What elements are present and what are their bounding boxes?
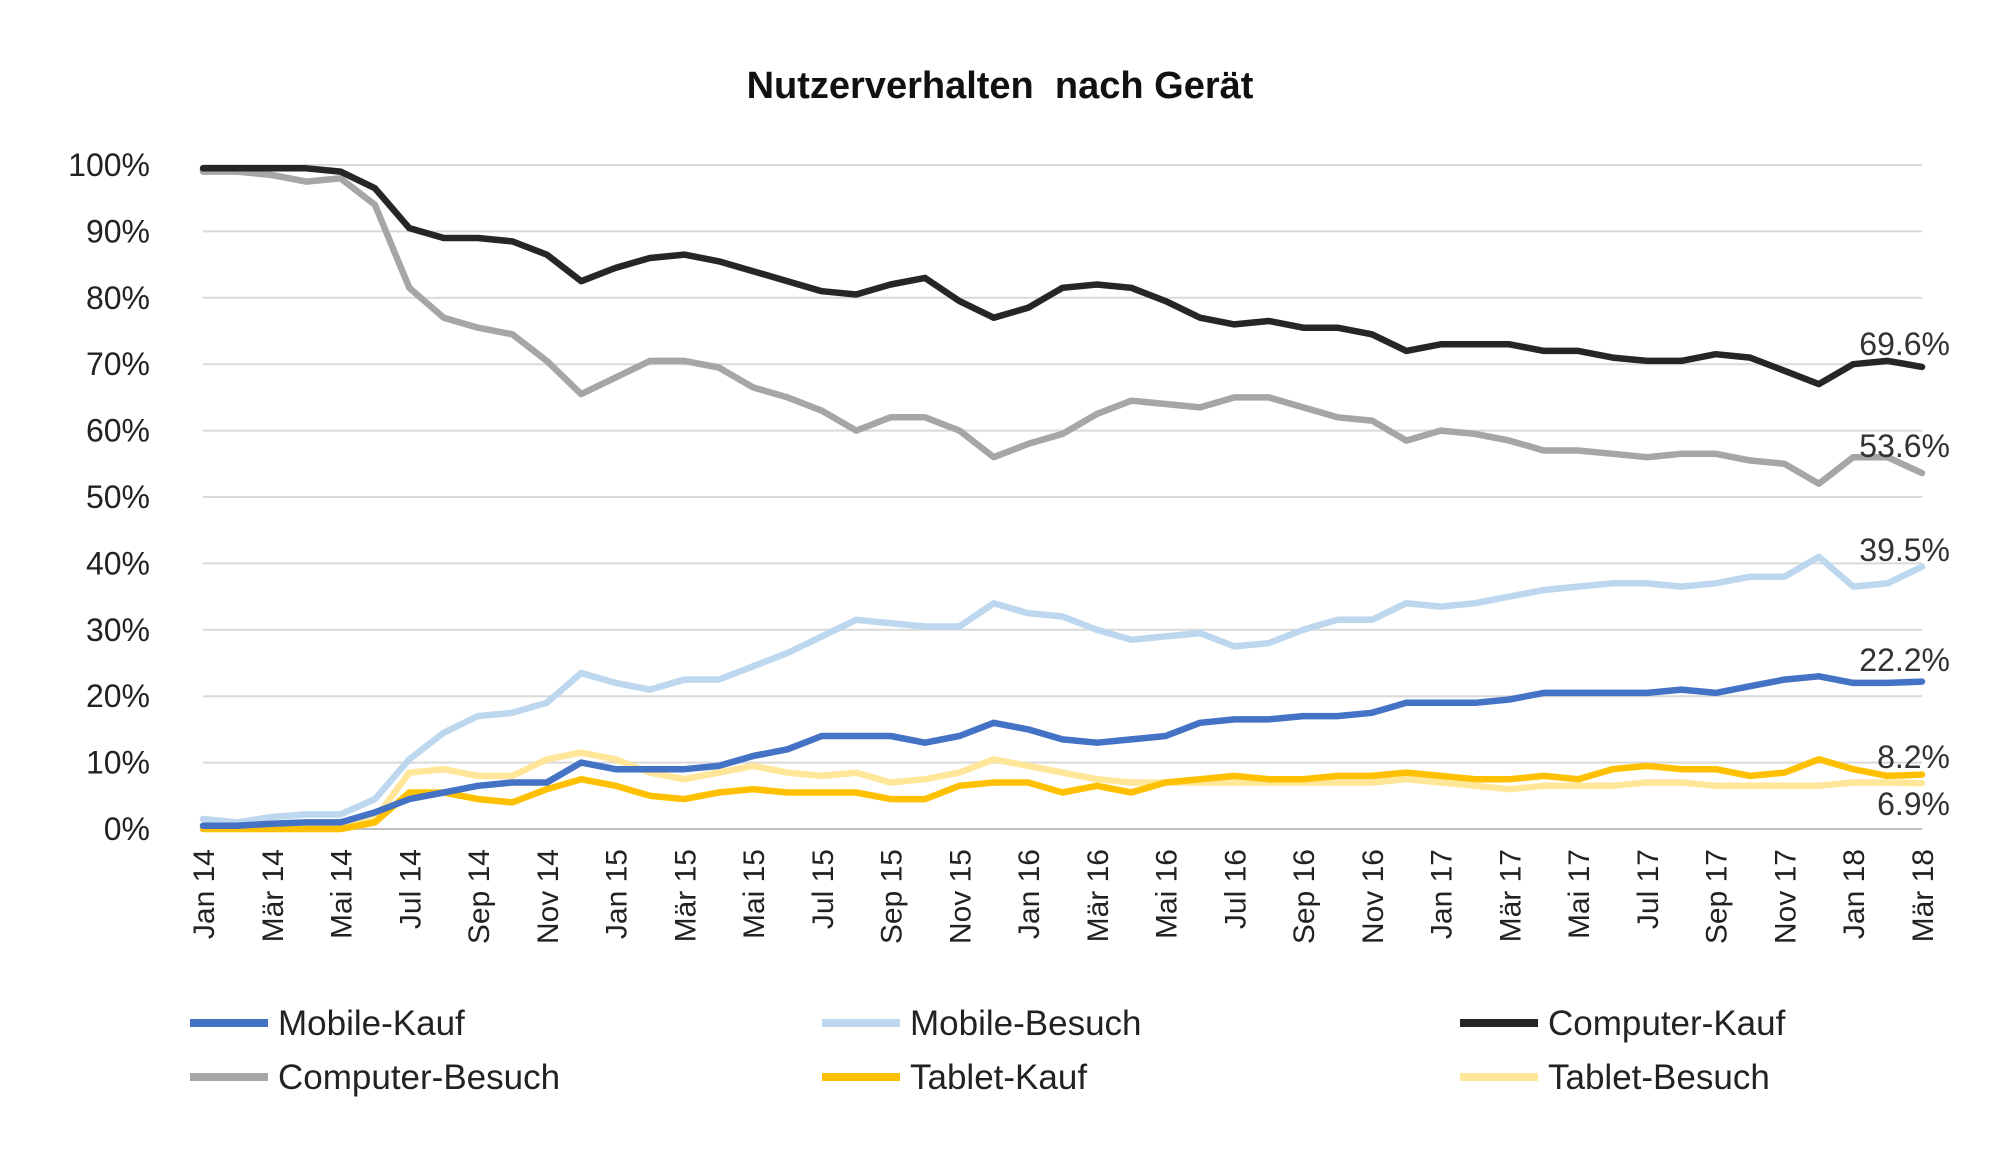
- series-line-tablet-kauf: [199, 756, 1926, 833]
- x-tick-label: Mär 18: [1907, 849, 1940, 942]
- x-tick-label: Sep 15: [876, 849, 909, 944]
- series-lines: [199, 165, 1926, 833]
- x-tick-label: Jan 17: [1426, 849, 1459, 939]
- series-line-mobile-besuch: [199, 553, 1926, 826]
- x-tick-label: Mär 15: [669, 849, 702, 942]
- end-label-mobile-besuch: 39.5%: [1859, 532, 1950, 568]
- x-tick-label: Sep 14: [463, 849, 496, 944]
- x-axis-ticks: Jan 14 Mär 14 Mai 14 Jul 14 Sep 14 Nov 14 Jan …: [188, 849, 1940, 944]
- y-tick-label: 40%: [86, 545, 150, 581]
- series-line-computer-besuch: [199, 168, 1926, 487]
- x-tick-label: Jan 18: [1838, 849, 1871, 939]
- legend-label: Tablet-Besuch: [1548, 1058, 1770, 1097]
- legend-label: Computer-Kauf: [1548, 1004, 1786, 1043]
- x-tick-label: Jul 15: [807, 849, 840, 929]
- series-line-tablet-besuch: [199, 749, 1926, 833]
- y-tick-label: 50%: [86, 479, 150, 515]
- x-tick-label: Jul 14: [394, 849, 427, 929]
- x-tick-label: Sep 17: [1701, 849, 1734, 944]
- end-label-tablet-besuch: 6.9%: [1877, 786, 1950, 822]
- end-label-tablet-kauf: 8.2%: [1877, 739, 1950, 775]
- x-tick-label: Jul 16: [1219, 849, 1252, 929]
- y-tick-label: 90%: [86, 213, 150, 249]
- x-tick-label: Nov 15: [944, 849, 977, 944]
- x-tick-label: Mär 14: [257, 849, 290, 942]
- x-tick-label: Mai 17: [1563, 849, 1596, 939]
- legend-label: Mobile-Besuch: [910, 1004, 1142, 1043]
- y-tick-label: 20%: [86, 678, 150, 714]
- y-tick-label: 80%: [86, 280, 150, 316]
- end-label-computer-besuch: 53.6%: [1859, 428, 1950, 464]
- x-tick-label: Mär 16: [1082, 849, 1115, 942]
- series-line-computer-kauf: [199, 165, 1926, 388]
- x-tick-label: Jul 17: [1632, 849, 1665, 929]
- x-tick-label: Jan 14: [188, 849, 221, 939]
- legend: Mobile-Kauf Mobile-Besuch Computer-Kauf Com…: [190, 1004, 1786, 1097]
- x-tick-label: Nov 14: [532, 849, 565, 944]
- x-tick-label: Nov 16: [1357, 849, 1390, 944]
- y-tick-label: 100%: [68, 147, 150, 183]
- legend-label: Mobile-Kauf: [278, 1004, 465, 1043]
- x-tick-label: Jan 16: [1013, 849, 1046, 939]
- y-tick-label: 10%: [86, 745, 150, 781]
- x-tick-label: Mai 15: [738, 849, 771, 939]
- end-label-mobile-kauf: 22.2%: [1859, 642, 1950, 678]
- y-axis-ticks: 0% 10% 20% 30% 40% 50% 60% 70% 80% 90% 100%: [68, 147, 150, 847]
- x-tick-label: Nov 17: [1769, 849, 1802, 944]
- x-tick-label: Mai 14: [326, 849, 359, 939]
- y-tick-label: 70%: [86, 346, 150, 382]
- legend-label: Computer-Besuch: [278, 1058, 560, 1097]
- end-label-computer-kauf: 69.6%: [1859, 326, 1950, 362]
- end-value-labels: 69.6% 53.6% 39.5% 22.2% 8.2% 6.9%: [1859, 326, 1950, 822]
- series-line-mobile-kauf: [199, 673, 1926, 829]
- x-tick-label: Jan 15: [601, 849, 634, 939]
- chart-title: Nutzerverhalten nach Gerät: [747, 65, 1254, 107]
- y-tick-label: 0%: [104, 811, 150, 847]
- x-tick-label: Mai 16: [1151, 849, 1184, 939]
- y-tick-label: 60%: [86, 413, 150, 449]
- x-tick-label: Mär 17: [1494, 849, 1527, 942]
- gridlines: [203, 164, 1922, 830]
- legend-label: Tablet-Kauf: [910, 1058, 1087, 1097]
- y-tick-label: 30%: [86, 612, 150, 648]
- x-tick-label: Sep 16: [1288, 849, 1321, 944]
